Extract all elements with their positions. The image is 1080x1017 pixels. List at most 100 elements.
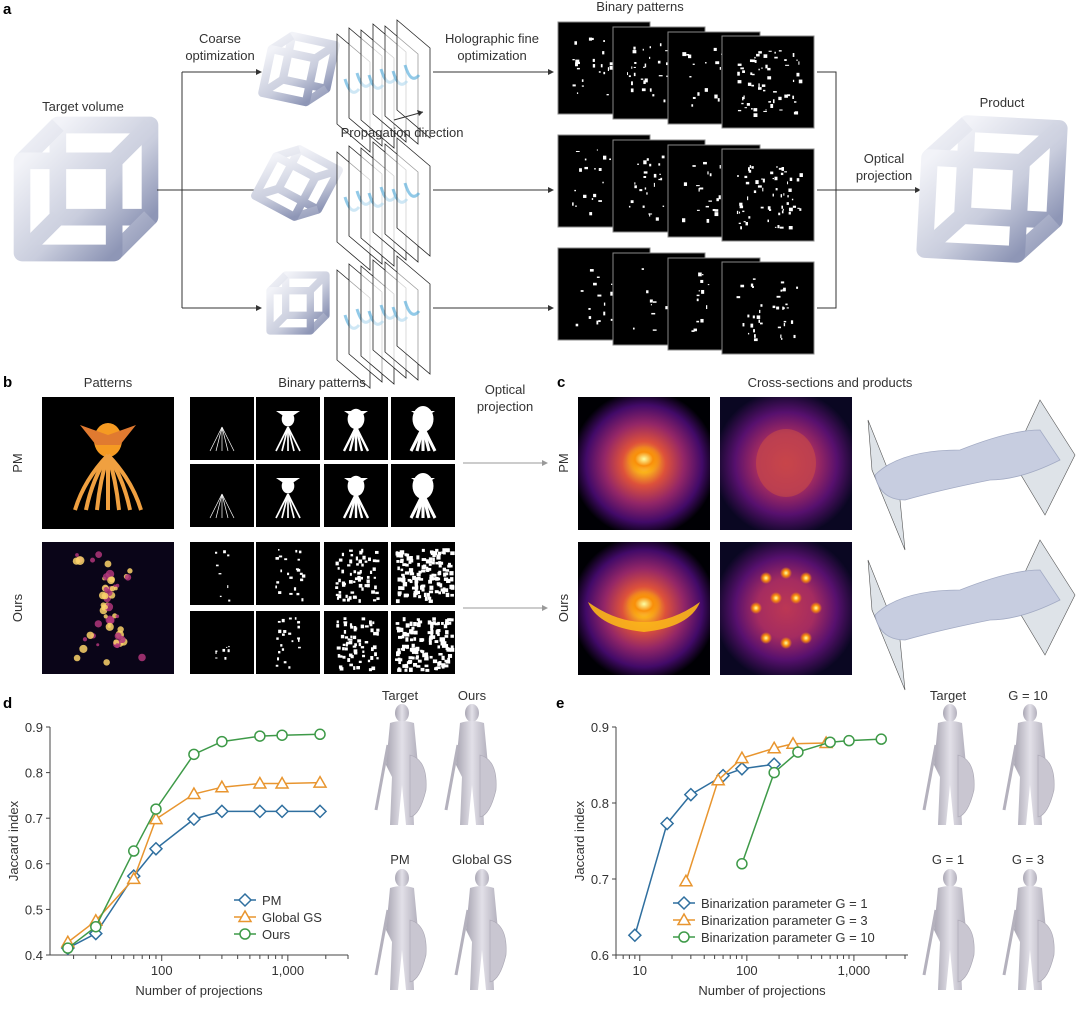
binary-speckle: [447, 654, 453, 658]
statue: [922, 704, 975, 825]
binary-speckle: [373, 576, 376, 579]
pattern-dot: [737, 175, 739, 177]
target-volume-label: Target volume: [42, 99, 124, 114]
pattern-dot: [752, 278, 756, 280]
binary-speckle: [446, 578, 451, 584]
pattern-speckle: [118, 635, 126, 644]
binary-speckle: [289, 592, 293, 595]
binary-leg: [354, 426, 370, 452]
binary-speckle: [343, 623, 348, 627]
binary-speckle: [442, 550, 446, 555]
pattern-dot: [716, 198, 719, 202]
binary-speckle: [395, 658, 400, 661]
binary-speckle: [437, 629, 441, 633]
pattern-speckle: [105, 622, 114, 631]
binary-speckle: [418, 570, 422, 574]
cube-edges: [253, 145, 341, 221]
render-label-pm-d: PM: [390, 852, 410, 867]
pattern-dot: [649, 163, 652, 167]
binary-speckle: [449, 571, 454, 576]
binary-speckle: [421, 548, 425, 552]
pattern-dot: [741, 102, 744, 105]
binary-speckle: [442, 567, 446, 571]
pattern-dot: [705, 62, 707, 64]
binary-speckle: [413, 593, 417, 598]
pattern-dot: [634, 185, 637, 189]
binary-speckle: [409, 556, 413, 561]
binary-speckle: [421, 569, 426, 573]
binary-speckle: [296, 568, 301, 572]
binary-speckle: [447, 657, 451, 662]
pattern-dot: [719, 66, 721, 70]
binary-speckle: [444, 621, 449, 626]
pattern-dot: [603, 311, 606, 316]
binary-speckle: [344, 636, 349, 639]
pattern-dot: [713, 47, 717, 51]
statue-sword: [374, 744, 390, 811]
binary-speckle: [293, 587, 297, 591]
pattern-dot: [600, 64, 603, 68]
binary-speckle: [441, 643, 447, 648]
binary-speckle: [291, 640, 294, 643]
pattern-dot: [646, 192, 648, 195]
binary-speckle: [353, 666, 356, 670]
projection-arrows-b: [463, 460, 548, 611]
pattern-dot: [796, 72, 800, 77]
binary-speckle: [438, 570, 442, 576]
pattern-dot: [602, 51, 605, 55]
binary-speckle: [337, 567, 340, 570]
pattern-dot: [580, 290, 584, 292]
pattern-speckle: [104, 602, 114, 612]
x-tick-label: 10: [633, 963, 647, 978]
binary-speckle: [416, 618, 420, 621]
binary-speckle: [371, 590, 375, 594]
data-point-1: [678, 873, 694, 887]
binary-shape: [344, 411, 368, 419]
data-point-2: [276, 729, 288, 741]
binary-speckle: [438, 652, 443, 656]
pattern-dot: [798, 79, 803, 84]
binary-speckle: [336, 624, 340, 628]
pattern-dot: [758, 87, 762, 90]
pattern-dot: [753, 338, 758, 342]
cross-section-core: [626, 445, 662, 473]
statue-renders-e: [922, 704, 1055, 990]
binary-speckle: [445, 592, 450, 598]
binary-speckle: [349, 663, 353, 667]
binary-speckle: [419, 578, 424, 581]
binary-speckle: [395, 622, 400, 625]
optical-projection-label-a-1: Optical: [864, 151, 905, 166]
binary-leg: [275, 493, 289, 519]
binary-speckle: [288, 632, 292, 635]
pattern-dot: [759, 309, 761, 314]
binary-pattern-small: [190, 611, 254, 674]
pattern-dot: [718, 195, 721, 200]
binary-speckle: [435, 561, 439, 565]
pattern-dot: [762, 178, 765, 183]
binary-speckle: [348, 641, 353, 645]
phase-pattern-images: [42, 397, 174, 674]
binary-speckle: [335, 593, 339, 597]
statue-sword: [922, 744, 938, 811]
binary-speckle: [442, 548, 447, 552]
binary-speckle: [340, 634, 345, 639]
data-point-2: [216, 735, 228, 748]
binary-speckle: [345, 594, 348, 598]
pattern-dot: [655, 217, 659, 221]
binary-speckle: [448, 649, 452, 652]
pattern-dot: [639, 189, 643, 192]
pattern-dot: [739, 202, 743, 206]
binary-speckle: [341, 569, 345, 574]
pattern-dot: [750, 323, 754, 328]
binary-speckle: [437, 621, 440, 626]
pattern-dot: [794, 111, 799, 115]
statue-renders-d: [374, 704, 507, 990]
data-point-1: [312, 775, 328, 788]
pattern-stroke: [403, 182, 421, 198]
binary-speckle: [376, 631, 379, 636]
optical-projection-label-b-1: Optical: [485, 382, 526, 397]
pattern-dot: [798, 61, 800, 65]
pattern-dot: [591, 198, 594, 200]
pattern-dot: [772, 305, 776, 309]
statue-shield: [409, 919, 427, 983]
